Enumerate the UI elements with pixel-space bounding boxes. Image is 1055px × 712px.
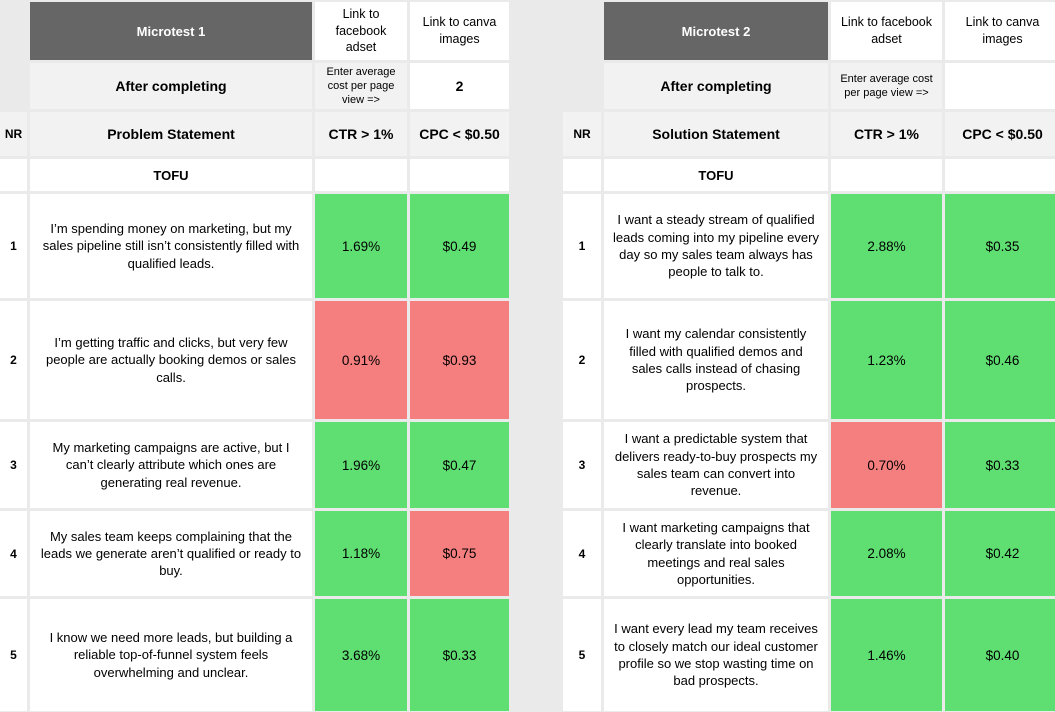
row-number: 2 [563, 301, 601, 419]
statement-cell[interactable]: I want marketing campaigns that clearly … [604, 511, 828, 596]
cpc-value-cell[interactable]: $0.49 [410, 194, 509, 298]
row-number: 3 [0, 422, 27, 508]
row-number: 1 [563, 194, 601, 298]
row-number: 1 [0, 194, 27, 298]
row-number: 4 [0, 511, 27, 596]
ctr-value-cell[interactable]: 1.96% [315, 422, 407, 508]
empty-cell [831, 159, 942, 191]
cpc-value-cell[interactable]: $0.40 [945, 599, 1055, 711]
nr-column-header: NR [0, 112, 27, 156]
statement-cell[interactable]: I want a predictable system that deliver… [604, 422, 828, 508]
row-number: 4 [563, 511, 601, 596]
statement-cell[interactable]: I know we need more leads, but building … [30, 599, 312, 711]
cpc-value-cell[interactable]: $0.42 [945, 511, 1055, 596]
row-number: 5 [0, 599, 27, 711]
section-label-tofu: TOFU [604, 159, 828, 191]
avg-cost-prompt: Enter average cost per page view => [831, 63, 942, 109]
statement-cell[interactable]: My marketing campaigns are active, but I… [30, 422, 312, 508]
ctr-value-cell[interactable]: 0.70% [831, 422, 942, 508]
cpc-value-cell[interactable]: $0.75 [410, 511, 509, 596]
nr-column-header: NR [563, 112, 601, 156]
statement-cell[interactable]: I’m getting traffic and clicks, but very… [30, 301, 312, 419]
canva-images-column-header: Link to canva images [945, 2, 1055, 60]
ctr-value-cell[interactable]: 2.08% [831, 511, 942, 596]
row-number: 3 [563, 422, 601, 508]
ctr-value-cell[interactable]: 1.69% [315, 194, 407, 298]
section-label-tofu: TOFU [30, 159, 312, 191]
microtest-1-table: Microtest 1 Link to facebook adset Link … [0, 2, 509, 711]
facebook-adset-column-header: Link to facebook adset [831, 2, 942, 60]
statement-cell[interactable]: I want a steady stream of qualified lead… [604, 194, 828, 298]
cpc-value-cell[interactable]: $0.35 [945, 194, 1055, 298]
cpc-value-cell[interactable]: $0.93 [410, 301, 509, 419]
empty-cell [563, 159, 601, 191]
empty-cell [315, 159, 407, 191]
ctr-column-header: CTR > 1% [315, 112, 407, 156]
microtest-2-table: Microtest 2 Link to facebook adset Link … [563, 2, 1055, 711]
ctr-value-cell[interactable]: 1.46% [831, 599, 942, 711]
after-completing-label: After completing [604, 63, 828, 109]
table-title: Microtest 1 [30, 2, 312, 60]
statement-cell[interactable]: My sales team keeps complaining that the… [30, 511, 312, 596]
ctr-value-cell[interactable]: 2.88% [831, 194, 942, 298]
canva-images-column-header: Link to canva images [410, 2, 509, 60]
statement-cell[interactable]: I want my calendar consistently filled w… [604, 301, 828, 419]
spacer-cell [563, 63, 601, 109]
statement-cell[interactable]: I’m spending money on marketing, but my … [30, 194, 312, 298]
empty-cell [410, 159, 509, 191]
spacer-cell [0, 63, 27, 109]
row-number: 5 [563, 599, 601, 711]
empty-cell [945, 159, 1055, 191]
spacer-cell [0, 2, 27, 60]
spacer-cell [563, 2, 601, 60]
cpc-value-cell[interactable]: $0.46 [945, 301, 1055, 419]
cpc-value-cell[interactable]: $0.47 [410, 422, 509, 508]
cpc-column-header: CPC < $0.50 [945, 112, 1055, 156]
avg-cost-value-cell[interactable] [945, 63, 1055, 109]
ctr-value-cell[interactable]: 1.18% [315, 511, 407, 596]
ctr-value-cell[interactable]: 0.91% [315, 301, 407, 419]
avg-cost-value-cell[interactable]: 2 [410, 63, 509, 109]
table-title: Microtest 2 [604, 2, 828, 60]
ctr-value-cell[interactable]: 1.23% [831, 301, 942, 419]
cpc-value-cell[interactable]: $0.33 [945, 422, 1055, 508]
ctr-column-header: CTR > 1% [831, 112, 942, 156]
facebook-adset-column-header: Link to facebook adset [315, 2, 407, 60]
statement-column-header: Solution Statement [604, 112, 828, 156]
cpc-column-header: CPC < $0.50 [410, 112, 509, 156]
statement-column-header: Problem Statement [30, 112, 312, 156]
avg-cost-prompt: Enter average cost per page view => [315, 63, 407, 109]
empty-cell [0, 159, 27, 191]
statement-cell[interactable]: I want every lead my team receives to cl… [604, 599, 828, 711]
row-number: 2 [0, 301, 27, 419]
ctr-value-cell[interactable]: 3.68% [315, 599, 407, 711]
after-completing-label: After completing [30, 63, 312, 109]
cpc-value-cell[interactable]: $0.33 [410, 599, 509, 711]
